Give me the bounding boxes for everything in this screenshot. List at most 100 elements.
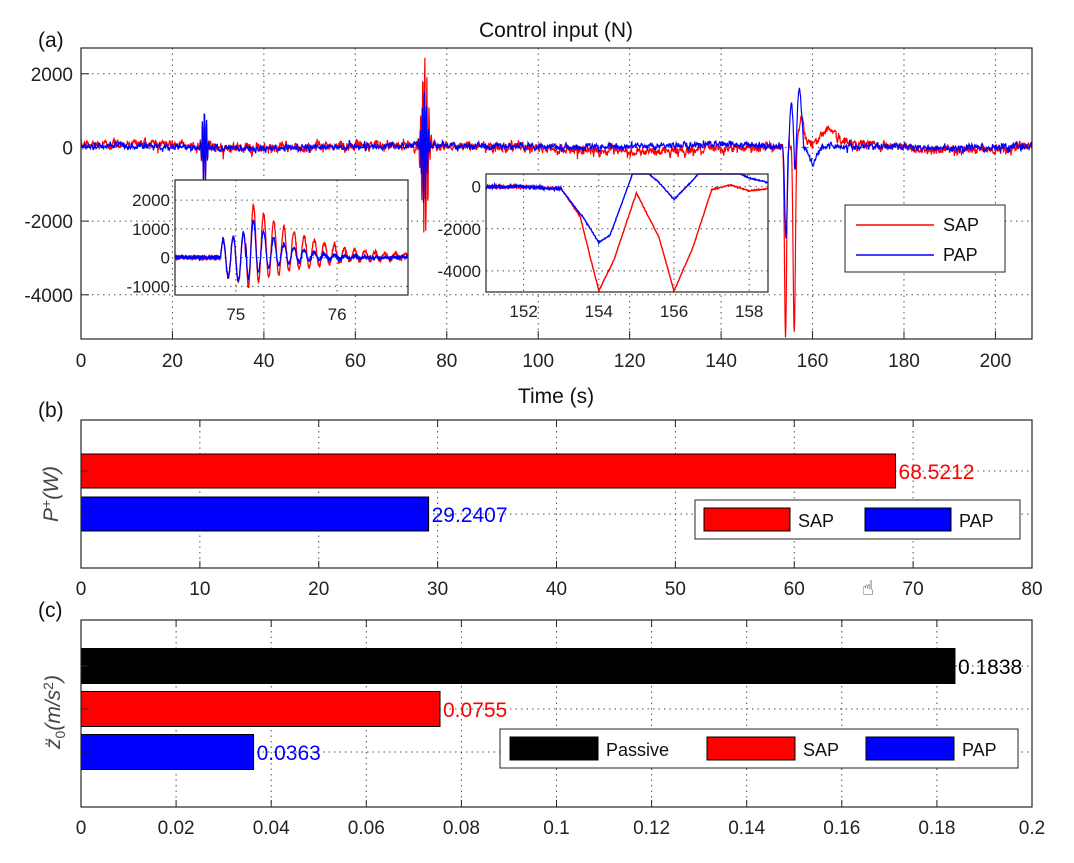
panel-label-c: (c) — [38, 599, 63, 622]
panel-c-bars: 0.1838 0.0755 0.0363 — [80, 648, 1022, 770]
legend-label-pap: PAP — [962, 740, 997, 760]
data-label-pap: 0.0363 — [257, 742, 321, 765]
panel-a-series — [80, 57, 1033, 338]
bar-pap — [80, 496, 430, 532]
legend-swatch-passive — [509, 736, 599, 761]
series-line-pap — [80, 87, 1033, 239]
inset-x-tick: 158 — [735, 302, 763, 321]
panel-c-y-label: z̈0(m/s2) — [40, 675, 68, 750]
panel-b-bars: 68.5212 29.2407 — [80, 453, 975, 532]
inset-y-tick: 0 — [161, 249, 170, 268]
x-tick-label: 0.02 — [158, 818, 195, 839]
legend-label-pap: PAP — [959, 511, 994, 531]
y-tick-label: 2000 — [31, 65, 73, 86]
inset-1-line-pap — [174, 219, 409, 283]
panel-b-grid — [81, 420, 1032, 568]
x-tick-label: 60 — [784, 579, 805, 600]
y-tick-label: 0 — [62, 138, 73, 159]
inset-y-tick: 1000 — [132, 220, 170, 239]
inset-x-tick: 154 — [585, 302, 613, 321]
x-tick-label: 0.06 — [348, 818, 385, 839]
inset-y-tick: 0 — [472, 178, 481, 197]
y-tick-label: -2000 — [24, 212, 73, 233]
inset-y-tick: -4000 — [438, 262, 481, 281]
inset-x-tick: 152 — [509, 302, 537, 321]
panel-c-x-ticks: 0 0.02 0.04 0.06 0.08 0.1 0.12 0.14 0.16 0.18 0.2 — [76, 620, 1045, 839]
x-tick-label: 0.16 — [823, 818, 860, 839]
x-tick-label: 40 — [253, 351, 274, 372]
x-tick-label: 0.14 — [728, 818, 765, 839]
x-tick-label: 180 — [888, 351, 920, 372]
x-tick-label: 20 — [162, 351, 183, 372]
x-tick-label: 70 — [903, 579, 924, 600]
bar-passive — [80, 648, 956, 684]
inset-x-tick: 76 — [328, 305, 347, 324]
panel-b-x-ticks: 0 10 20 30 40 50 60 70 80 — [76, 420, 1043, 600]
legend-label-passive: Passive — [606, 740, 669, 760]
inset-x-tick: 75 — [226, 305, 245, 324]
panel-a-x-ticks: 0 20 40 60 80 100 120 140 160 180 200 — [76, 331, 1012, 372]
bar-sap — [80, 691, 441, 727]
data-label-sap: 0.0755 — [443, 699, 507, 722]
x-tick-label: 20 — [308, 579, 329, 600]
inset-x-tick: 156 — [660, 302, 688, 321]
x-tick-label: 0.18 — [918, 818, 955, 839]
inset-1-frame — [174, 179, 409, 296]
legend-label-sap: SAP — [798, 511, 834, 531]
data-label-sap: 68.5212 — [899, 461, 975, 484]
bar-pap — [80, 734, 255, 770]
data-label-pap: 29.2407 — [432, 504, 508, 527]
x-tick-label: 160 — [797, 351, 829, 372]
x-tick-label: 30 — [427, 579, 448, 600]
x-tick-label: 0 — [76, 579, 87, 600]
x-tick-label: 0 — [76, 351, 87, 372]
panel-b-y-label: P+(W) — [38, 466, 63, 522]
x-tick-label: 120 — [614, 351, 646, 372]
panel-a-frame — [80, 47, 1033, 340]
x-tick-label: 200 — [980, 351, 1012, 372]
legend-label-pap: PAP — [943, 245, 978, 265]
x-tick-label: 0.08 — [443, 818, 480, 839]
panel-label-b: (b) — [38, 399, 64, 422]
legend-swatch-sap — [706, 736, 796, 761]
x-tick-label: 0 — [76, 818, 87, 839]
inset-y-tick: 2000 — [132, 191, 170, 210]
chart-title: Control input (N) — [479, 19, 633, 42]
panel-b-legend: SAP PAP — [694, 499, 1021, 540]
x-tick-label: 40 — [546, 579, 567, 600]
x-tick-label: 10 — [189, 579, 210, 600]
data-label-passive: 0.1838 — [958, 656, 1022, 679]
panel-a-control-input: (a) Control input (N) 0 20 40 60 80 100 120 140… — [24, 19, 1033, 408]
inset-zoom-155s: 152 154 156 158 0 -2000 -4000 — [438, 172, 769, 321]
panel-b-power: (b) 68.5212 29.2407 0 10 20 30 40 50 60 70 80 P+(… — [38, 399, 1043, 600]
x-axis-label: Time (s) — [518, 385, 594, 408]
panel-c-acceleration: (c) 0.1838 0.0755 0.0363 0 0.02 0.04 0.06 0.08… — [38, 599, 1045, 839]
y-tick-label: -4000 — [24, 286, 73, 307]
hand-cursor-icon: ☝ — [862, 578, 874, 600]
inset-zoom-75s: 75 76 2000 1000 0 -1000 — [127, 179, 409, 324]
inset-y-tick: -2000 — [438, 220, 481, 239]
legend-swatch-pap — [864, 507, 952, 532]
panel-c-legend: Passive SAP PAP — [499, 728, 1019, 769]
panel-a-y-ticks: 2000 0 -2000 -4000 — [24, 65, 89, 307]
panel-a-legend: SAP PAP — [844, 204, 1006, 273]
legend-label-sap: SAP — [803, 740, 839, 760]
x-tick-label: 80 — [1021, 579, 1042, 600]
panel-label-a: (a) — [38, 29, 64, 52]
x-tick-label: 100 — [522, 351, 554, 372]
legend-swatch-sap — [703, 507, 791, 532]
x-tick-label: 140 — [705, 351, 737, 372]
bar-sap — [80, 453, 897, 489]
x-tick-label: 0.2 — [1019, 818, 1045, 839]
x-tick-label: 60 — [345, 351, 366, 372]
legend-swatch-pap — [865, 736, 955, 761]
inset-2-frame — [485, 173, 769, 293]
x-tick-label: 80 — [436, 351, 457, 372]
x-tick-label: 50 — [665, 579, 686, 600]
legend-label-sap: SAP — [943, 215, 979, 235]
x-tick-label: 0.1 — [543, 818, 569, 839]
x-tick-label: 0.12 — [633, 818, 670, 839]
inset-y-tick: -1000 — [127, 277, 170, 296]
x-tick-label: 0.04 — [253, 818, 290, 839]
